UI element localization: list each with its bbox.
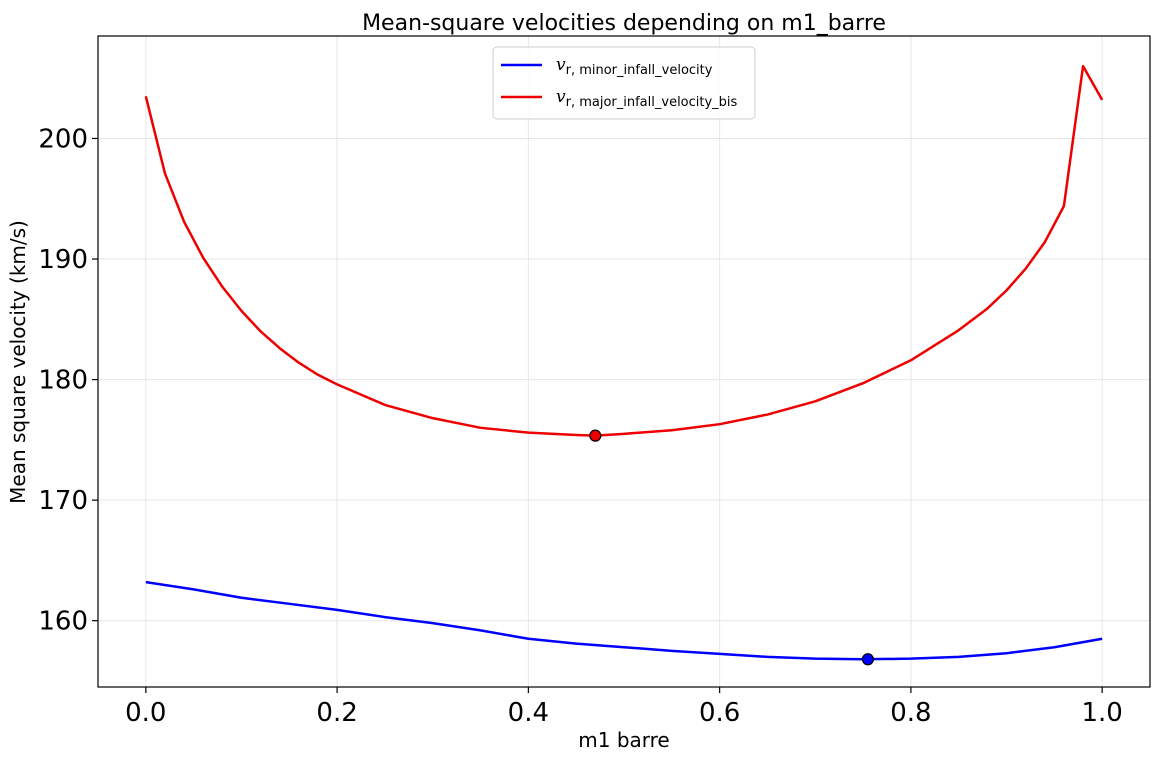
x-axis: 0.0 0.2 0.4 0.6 0.8 1.0: [125, 687, 1123, 728]
y-tick-label: 200: [38, 124, 88, 154]
y-tick-label: 190: [38, 245, 88, 275]
legend-label-minor: vr, minor_infall_velocity: [556, 55, 713, 78]
x-tick-label: 1.0: [1082, 698, 1123, 728]
grid: [98, 36, 1150, 687]
chart-title: Mean-square velocities depending on m1_b…: [362, 11, 886, 36]
x-tick-label: 0.8: [890, 698, 931, 728]
y-axis: 160 170 180 190 200: [38, 124, 98, 637]
x-tick-label: 0.6: [699, 698, 740, 728]
legend: vr, minor_infall_velocity vr, major_infa…: [492, 46, 756, 120]
y-tick-label: 180: [38, 366, 88, 396]
x-tick-label: 0.4: [508, 698, 549, 728]
minimum-marker-minor: [861, 653, 874, 666]
legend-label-major: vr, major_infall_velocity_bis: [556, 87, 738, 110]
series-minor-infall-line: [145, 580, 1103, 661]
y-tick-label: 170: [38, 486, 88, 516]
x-tick-label: 0.0: [125, 698, 166, 728]
x-tick-label: 0.2: [316, 698, 357, 728]
legend-box: [492, 46, 756, 120]
series-major-infall-line: [144, 64, 1104, 437]
minimum-marker-major: [589, 429, 602, 442]
series-layer: [144, 64, 1104, 666]
plot-frame: [97, 35, 1151, 688]
y-tick-label: 160: [38, 607, 88, 637]
x-axis-label: m1 barre: [578, 728, 669, 752]
y-axis-label: Mean square velocity (km/s): [6, 220, 30, 504]
